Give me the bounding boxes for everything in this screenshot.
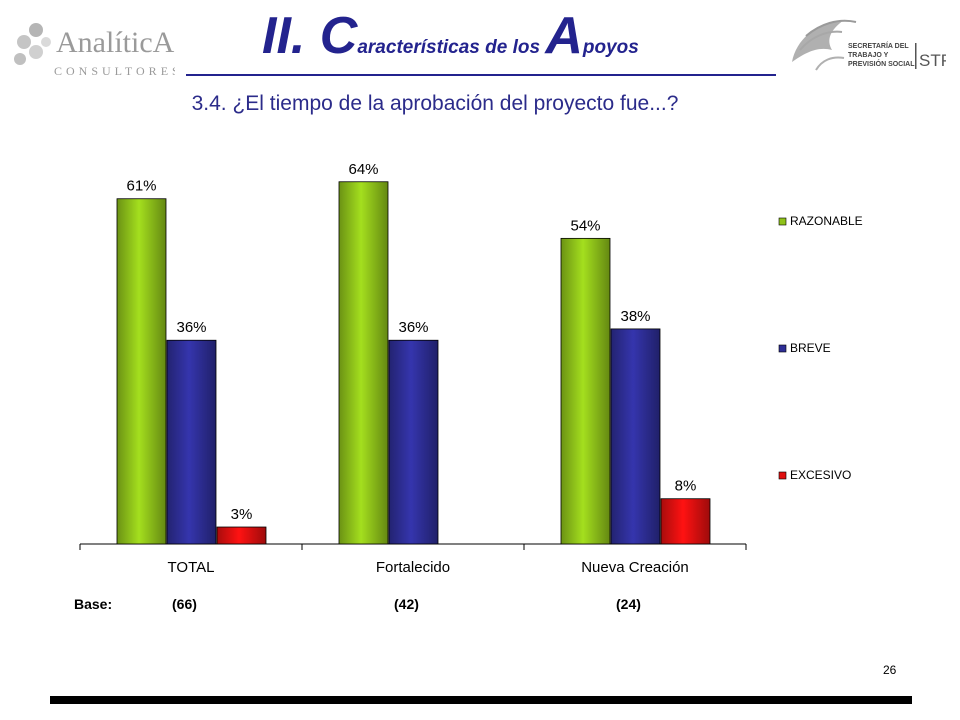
- legend-label-razonable: RAZONABLE: [790, 214, 863, 228]
- legend-swatch-razonable: [778, 217, 787, 226]
- legend-label-excesivo: EXCESIVO: [790, 468, 851, 482]
- data-label-razonable-2: 54%: [570, 217, 600, 234]
- bar-razonable-0: [116, 198, 167, 545]
- x-tick-label: Fortalecido: [376, 559, 450, 576]
- data-label-razonable-1: 64%: [348, 161, 378, 178]
- bar-breve-2: [610, 328, 661, 545]
- chart-question: 3.4. ¿El tiempo de la aprobación del pro…: [191, 92, 679, 115]
- bar-excesivo-2: [660, 498, 711, 545]
- title-part-3: A: [545, 7, 583, 65]
- logo-left-tagline: CONSULTORES: [54, 64, 175, 78]
- page-title: II. Características de los Apoyos: [262, 6, 782, 76]
- legend-swatch-breve: [778, 344, 787, 353]
- logo-right-mark: STPS: [919, 51, 946, 70]
- title-underline: [186, 74, 776, 76]
- bar-breve-0: [166, 339, 217, 545]
- base-value-fortalecido: (42): [394, 596, 419, 612]
- legend-swatch-excesivo: [778, 471, 787, 480]
- logo-right-line-2: TRABAJO Y: [848, 52, 889, 59]
- data-label-breve-1: 36%: [398, 319, 428, 336]
- x-tick-label: Nueva Creación: [581, 559, 689, 576]
- data-label-razonable-0: 61%: [126, 178, 156, 195]
- stps-logo: SECRETARÍA DEL TRABAJO Y PREVISIÓN SOCIA…: [792, 19, 946, 71]
- bar-razonable-2: [560, 237, 611, 545]
- legend-label-breve: BREVE: [790, 341, 831, 355]
- data-label-excesivo-2: 8%: [675, 478, 697, 495]
- base-value-nueva-creacion: (24): [616, 596, 641, 612]
- data-label-breve-2: 38%: [620, 308, 650, 325]
- title-part-4: poyos: [582, 37, 639, 58]
- title-part-2: aracterísticas de los: [357, 37, 546, 58]
- logo-right-line-3: PREVISIÓN SOCIAL: [848, 59, 915, 68]
- title-part-1: II. C: [262, 7, 358, 65]
- base-value-total: (66): [172, 596, 197, 612]
- bar-razonable-1: [338, 181, 389, 545]
- data-label-excesivo-0: 3%: [231, 506, 253, 523]
- base-label: Base:: [74, 596, 113, 612]
- logo-left-name: AnalíticA: [56, 26, 175, 59]
- bar-breve-1: [388, 339, 439, 545]
- page-number: 26: [883, 663, 897, 677]
- footer-rule: [50, 696, 912, 704]
- bar-excesivo-0: [216, 526, 267, 545]
- data-label-breve-0: 36%: [176, 319, 206, 336]
- x-tick-label: TOTAL: [168, 559, 215, 576]
- analitica-logo: AnalíticA CONSULTORES: [14, 23, 175, 78]
- logo-right-line-1: SECRETARÍA DEL: [848, 41, 909, 50]
